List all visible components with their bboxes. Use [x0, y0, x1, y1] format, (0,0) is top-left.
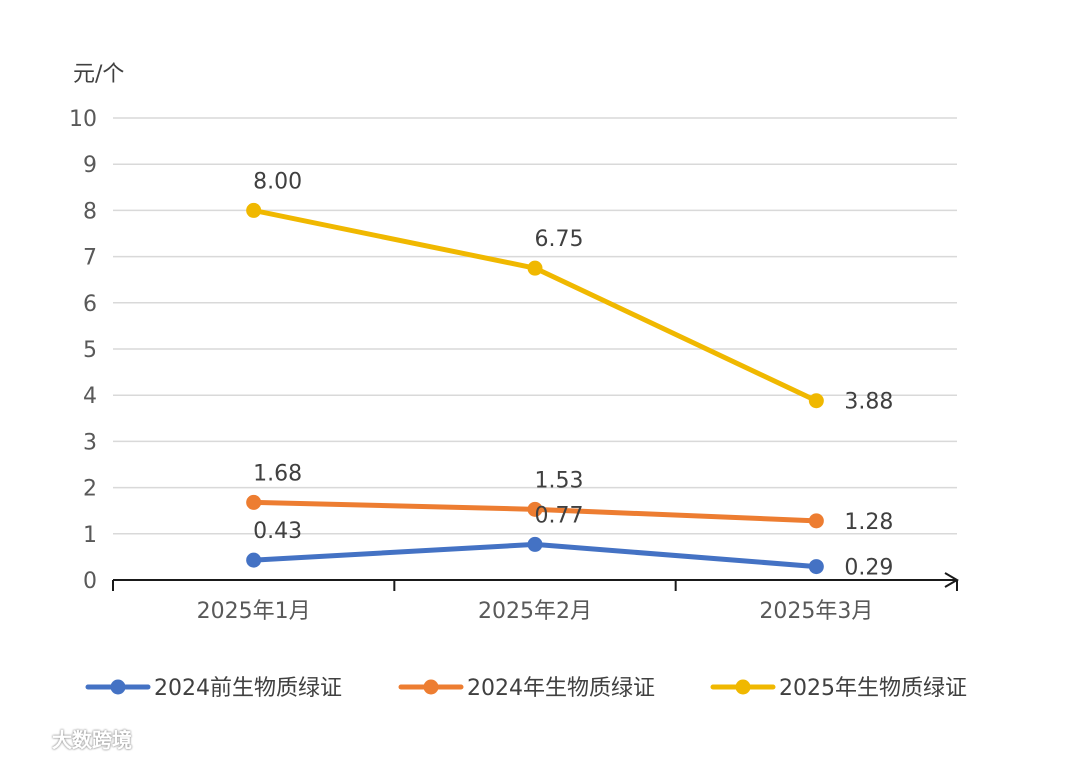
y-tick-label: 6: [83, 292, 97, 317]
data-point: [808, 559, 824, 575]
data-label: 3.88: [844, 390, 893, 415]
y-tick-label: 7: [83, 246, 97, 271]
data-label: 1.53: [535, 468, 584, 493]
data-points: [246, 202, 824, 575]
data-point: [808, 513, 824, 529]
y-tick-label: 5: [83, 338, 97, 363]
data-point: [527, 536, 543, 552]
data-point: [246, 494, 262, 510]
legend-marker: [110, 679, 126, 695]
y-tick-label: 3: [83, 430, 97, 455]
data-labels: 0.43 0.77 0.29 1.68 1.53 1.28 8.00 6.75 3.88: [253, 169, 893, 580]
x-tick-labels: 2025年1月 2025年2月 2025年3月: [197, 599, 874, 624]
data-label: 1.28: [844, 510, 893, 535]
legend-marker: [735, 679, 751, 695]
x-tick-label: 2025年3月: [759, 599, 873, 624]
data-label: 0.29: [844, 556, 893, 581]
y-tick-label: 8: [83, 199, 97, 224]
y-tick-label: 10: [69, 107, 97, 132]
data-label: 0.43: [253, 519, 302, 544]
data-point: [527, 501, 543, 517]
y-tick-label: 2: [83, 477, 97, 502]
grid-lines: [113, 117, 957, 535]
data-point: [246, 202, 262, 218]
data-label: 6.75: [535, 227, 584, 252]
data-label: 8.00: [253, 169, 302, 194]
watermark-logo-icon: [10, 727, 44, 750]
x-tick-label: 2025年2月: [478, 599, 592, 624]
watermark-text: 大数跨境: [52, 728, 132, 752]
watermark: 大数跨境: [10, 724, 132, 753]
legend-label: 2024年生物质绿证: [467, 676, 655, 701]
y-tick-label: 0: [83, 569, 97, 594]
y-axis-label: 元/个: [73, 62, 124, 87]
x-axis: [112, 572, 959, 591]
legend-label: 2024前生物质绿证: [154, 676, 342, 701]
y-tick-labels: 0 1 2 3 4 5 6 7 8 9 10: [69, 107, 97, 594]
y-tick-label: 4: [83, 384, 97, 409]
x-tick-label: 2025年1月: [197, 599, 311, 624]
y-tick-label: 9: [83, 153, 97, 178]
data-label: 0.77: [535, 503, 584, 528]
data-label: 1.68: [253, 461, 302, 486]
data-point: [246, 552, 262, 568]
legend-label: 2025年生物质绿证: [779, 676, 967, 701]
legend: 2024前生物质绿证 2024年生物质绿证 2025年生物质绿证: [85, 676, 967, 701]
legend-marker: [423, 679, 439, 695]
data-point: [808, 393, 824, 409]
data-point: [527, 260, 543, 276]
y-tick-label: 1: [83, 523, 97, 548]
